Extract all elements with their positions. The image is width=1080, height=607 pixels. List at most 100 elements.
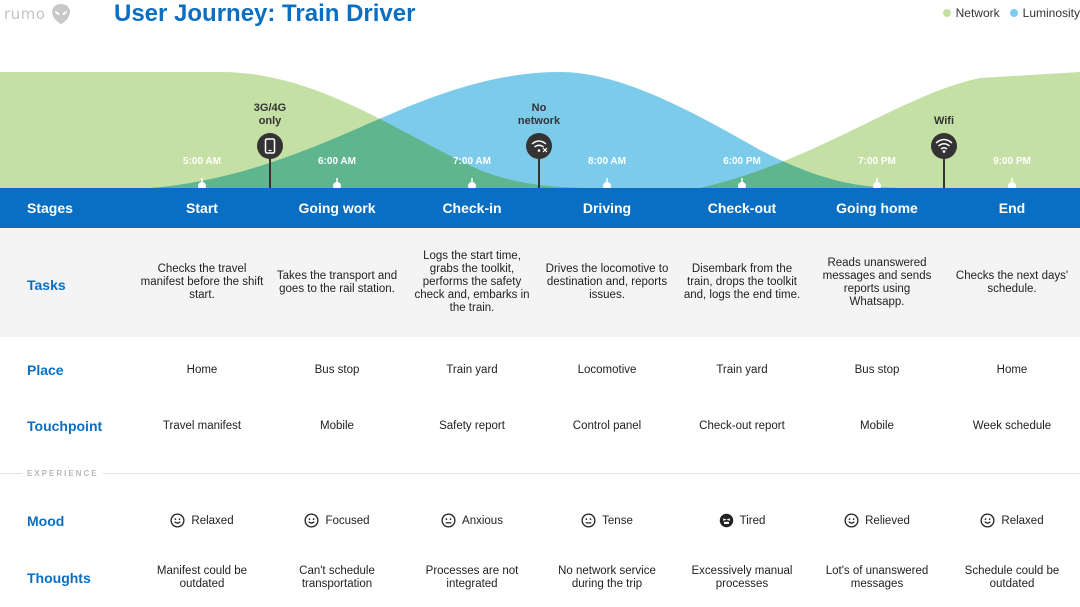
mood-text: Tired xyxy=(739,514,766,527)
task-text: Drives the locomotive to destination and… xyxy=(545,263,669,301)
touchpoint-cell: Check-out report xyxy=(699,420,785,432)
mood-text: Relaxed xyxy=(191,514,234,527)
no-wifi-icon xyxy=(531,140,548,153)
stage-check-in: Check-in xyxy=(442,200,502,216)
mood-cell: Focused xyxy=(272,513,402,528)
stage-end: End xyxy=(998,200,1026,216)
thought-cell: Can't schedule transportation xyxy=(299,565,375,590)
stage-going-home: Going home xyxy=(836,200,918,216)
smile-icon xyxy=(844,513,859,528)
row-label-mood: Mood xyxy=(27,513,65,529)
mood-cell: Relieved xyxy=(812,513,942,528)
time-label: 7:00 PM xyxy=(858,156,896,167)
time-label: 9:00 PM xyxy=(993,156,1031,167)
legend-swatch-luminosity xyxy=(1009,9,1018,17)
stage-check-out: Check-out xyxy=(707,200,777,216)
touchpoint-cell: Week schedule xyxy=(972,420,1052,432)
legend-label-luminosity: Luminosity xyxy=(1022,6,1080,20)
brand-name: rumo xyxy=(4,5,46,23)
neutral-face-icon xyxy=(581,513,596,528)
legend: Network Luminosity xyxy=(942,6,1080,20)
mood-text: Relaxed xyxy=(1001,514,1044,527)
neutral-face-icon xyxy=(441,513,456,528)
thought-cell: Excessively manual processes xyxy=(691,565,793,590)
tired-face-icon xyxy=(719,513,733,528)
legend-item-network: Network xyxy=(942,6,1000,20)
phone-icon xyxy=(264,138,276,154)
thought-cell: Processes are not integrated xyxy=(425,565,519,590)
marker-label-3g4g: 3G/4G only xyxy=(253,102,287,127)
smile-icon xyxy=(304,513,319,528)
mood-text: Tense xyxy=(602,514,633,527)
section-label-experience: EXPERIENCE xyxy=(27,469,99,478)
marker-label-no-network: No network xyxy=(517,102,561,127)
touchpoint-cell: Mobile xyxy=(860,420,894,432)
row-label-place: Place xyxy=(27,362,64,378)
wifi-icon xyxy=(935,138,953,153)
place-cell: Train yard xyxy=(716,364,768,376)
row-label-tasks: Tasks xyxy=(27,277,66,293)
task-cell: Disembark from the train, drops the tool… xyxy=(680,228,804,337)
place-cell: Train yard xyxy=(446,364,498,376)
mood-cell: Relaxed xyxy=(947,513,1077,528)
task-text: Reads unanswered messages and sends repo… xyxy=(822,256,932,308)
legend-swatch-network xyxy=(942,9,951,17)
task-text: Checks the travel manifest before the sh… xyxy=(140,263,264,301)
thought-cell: No network service during the trip xyxy=(558,565,656,590)
thought-cell: Manifest could be outdated xyxy=(156,565,248,590)
time-label: 5:00 AM xyxy=(183,156,221,167)
legend-item-luminosity: Luminosity xyxy=(1009,6,1080,20)
place-cell: Locomotive xyxy=(577,364,637,376)
mood-cell: Tired xyxy=(677,513,807,528)
marker-wifi xyxy=(931,133,957,190)
mood-text: Anxious xyxy=(462,514,503,527)
mood-text: Relieved xyxy=(865,514,910,527)
time-label: 8:00 AM xyxy=(588,156,626,167)
mood-text: Focused xyxy=(325,514,370,527)
row-label-stages: Stages xyxy=(27,200,73,216)
row-label-touchpoint: Touchpoint xyxy=(27,418,103,434)
touchpoint-cell: Safety report xyxy=(439,420,505,432)
brand-logo: rumo xyxy=(4,3,71,25)
stage-driving: Driving xyxy=(582,200,632,216)
place-cell: Home xyxy=(996,364,1028,376)
mood-cell: Anxious xyxy=(407,513,537,528)
thought-cell: Lot's of unanswered messages xyxy=(825,565,929,590)
task-cell: Checks the travel manifest before the sh… xyxy=(140,228,264,337)
stage-going-work: Going work xyxy=(298,200,376,216)
marker-3g4g xyxy=(257,133,283,190)
place-cell: Home xyxy=(186,364,218,376)
tasks-band xyxy=(0,228,1080,337)
luminosity-area xyxy=(0,72,1080,188)
row-label-thoughts: Thoughts xyxy=(27,570,91,586)
page-title: User Journey: Train Driver xyxy=(114,0,416,27)
smile-icon xyxy=(980,513,995,528)
marker-label-wifi: Wifi xyxy=(933,115,955,127)
task-cell: Drives the locomotive to destination and… xyxy=(545,228,669,337)
task-text: Takes the transport and goes to the rail… xyxy=(276,269,398,295)
mood-cell: Tense xyxy=(542,513,672,528)
thought-cell: Schedule could be outdated xyxy=(964,565,1060,590)
touchpoint-cell: Travel manifest xyxy=(162,420,242,432)
task-cell: Takes the transport and goes to the rail… xyxy=(275,228,399,337)
time-label: 6:00 PM xyxy=(723,156,761,167)
task-cell: Logs the start time, grabs the toolkit, … xyxy=(410,228,534,337)
network-luminosity-waves xyxy=(0,72,1080,190)
touchpoint-cell: Control panel xyxy=(572,420,642,432)
smile-icon xyxy=(170,513,185,528)
task-text: Logs the start time, grabs the toolkit, … xyxy=(414,250,530,314)
stages-bar xyxy=(0,188,1080,228)
time-label: 7:00 AM xyxy=(453,156,491,167)
place-cell: Bus stop xyxy=(854,364,900,376)
task-cell: Checks the next days' schedule. xyxy=(950,228,1074,337)
task-text: Disembark from the train, drops the tool… xyxy=(683,263,801,301)
place-cell: Bus stop xyxy=(314,364,360,376)
task-cell: Reads unanswered messages and sends repo… xyxy=(815,228,939,337)
stage-start: Start xyxy=(186,200,218,216)
marker-no-network xyxy=(526,133,552,190)
divider xyxy=(103,473,1080,474)
touchpoint-cell: Mobile xyxy=(320,420,354,432)
divider-left xyxy=(0,473,22,474)
mood-cell: Relaxed xyxy=(137,513,267,528)
time-label: 6:00 AM xyxy=(318,156,356,167)
